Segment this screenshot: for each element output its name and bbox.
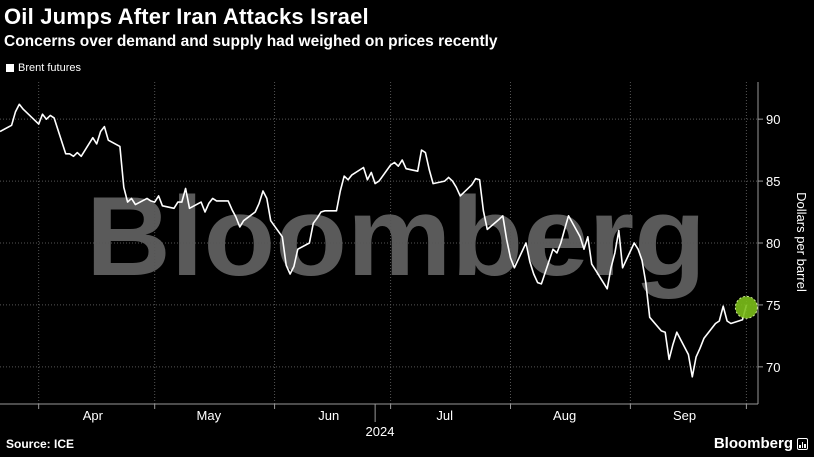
brand-name: Bloomberg xyxy=(713,435,793,452)
y-tick-label-75: 75 xyxy=(766,298,780,313)
x-tick-label-jul: Jul xyxy=(436,408,453,423)
y-tick-label-85: 85 xyxy=(766,174,780,189)
legend: Brent futures xyxy=(6,62,81,74)
y-tick-label-70: 70 xyxy=(766,360,780,375)
x-tick-label-jun: Jun xyxy=(318,408,339,423)
x-tick-label-apr: Apr xyxy=(83,408,104,423)
bar-chart-icon xyxy=(797,437,808,450)
y-tick-label-90: 90 xyxy=(766,112,780,127)
line-layer xyxy=(0,103,758,378)
bloomberg-logo: Bloomberg xyxy=(714,435,808,452)
y-axis-label: Dollars per barrel xyxy=(794,192,809,292)
latest-point-ring xyxy=(734,295,758,319)
chart-title: Oil Jumps After Iran Attacks Israel xyxy=(4,4,369,29)
axis-layer xyxy=(0,82,763,422)
y-tick-label-80: 80 xyxy=(766,236,780,251)
legend-label-brent: Brent futures xyxy=(18,62,81,74)
series-line-brent xyxy=(0,103,748,378)
x-tick-label-may: May xyxy=(197,408,222,423)
bloomberg-watermark: Bloomberg xyxy=(86,174,706,299)
x-tick-label-sep: Sep xyxy=(673,408,696,423)
x-axis-year-label: 2024 xyxy=(366,424,395,439)
x-tick-label-aug: Aug xyxy=(553,408,576,423)
latest-point-highlight xyxy=(735,296,758,319)
label-layer: 70 75 80 85 90 Apr May Jun Jul Aug Sep xyxy=(83,112,781,423)
legend-swatch xyxy=(6,64,14,72)
chart-subtitle: Concerns over demand and supply had weig… xyxy=(4,33,498,50)
source-note: Source: ICE xyxy=(6,437,75,451)
